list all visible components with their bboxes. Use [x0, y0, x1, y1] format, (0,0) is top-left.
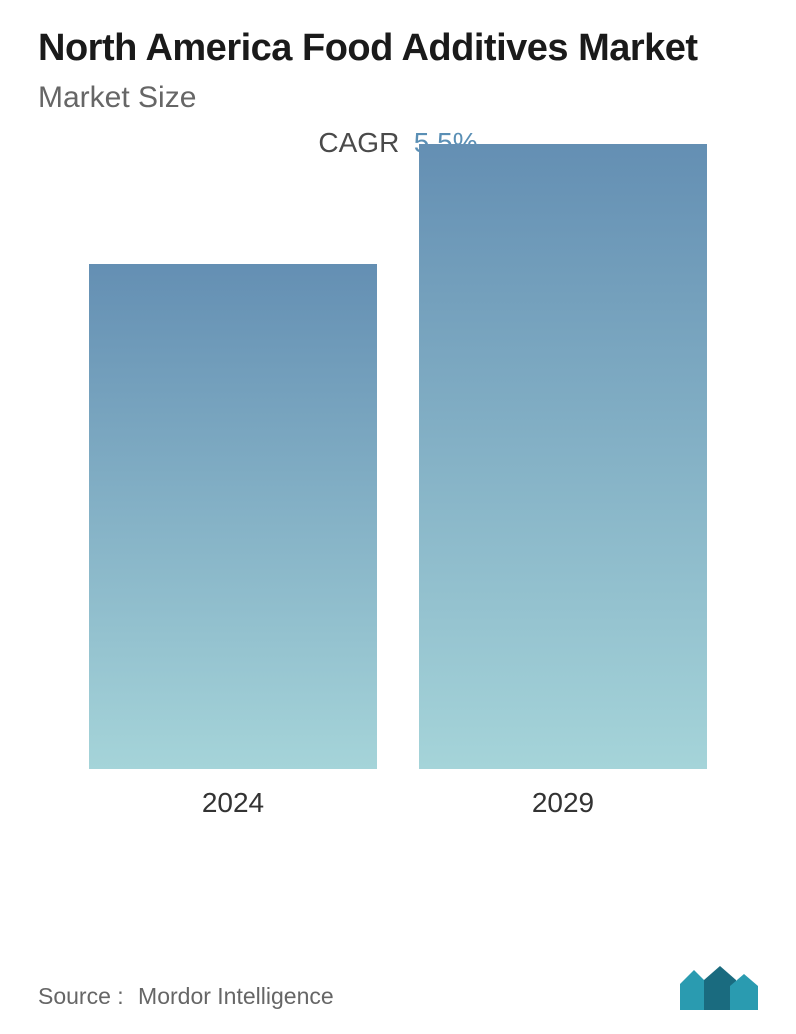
- chart-bar: [89, 264, 377, 769]
- source-attribution: Source : Mordor Intelligence: [38, 983, 334, 1010]
- bar-group: 2029: [413, 144, 713, 819]
- bar-group: 2024: [83, 264, 383, 819]
- chart-plot-area: 2024 2029: [38, 189, 758, 819]
- chart-footer: Source : Mordor Intelligence: [38, 966, 758, 1010]
- cagr-label: CAGR: [318, 127, 399, 158]
- source-label: Source :: [38, 983, 124, 1009]
- chart-title: North America Food Additives Market: [38, 25, 758, 73]
- source-name: Mordor Intelligence: [138, 983, 334, 1009]
- bar-category-label: 2029: [532, 787, 594, 819]
- chart-subtitle: Market Size: [38, 81, 758, 115]
- mordor-logo-icon: [680, 966, 758, 1010]
- chart-bar: [419, 144, 707, 769]
- mordor-logo-svg: [680, 966, 758, 1010]
- bar-category-label: 2024: [202, 787, 264, 819]
